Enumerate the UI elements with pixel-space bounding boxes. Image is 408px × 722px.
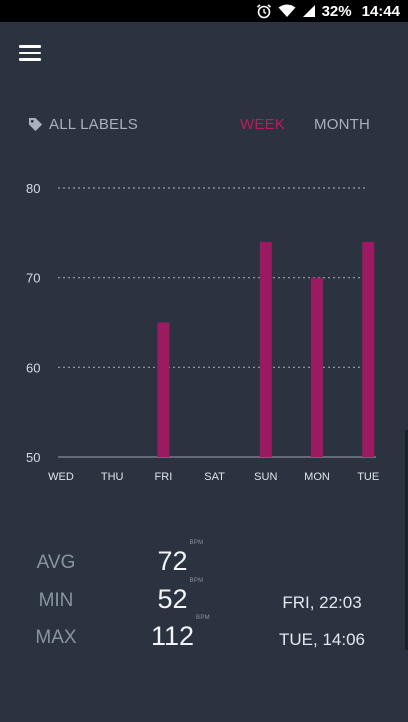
x-tick-label-tue: TUE xyxy=(357,471,379,483)
bar-tue xyxy=(362,241,375,457)
x-tick-label-sun: SUN xyxy=(254,471,277,483)
alarm-icon xyxy=(256,3,272,19)
y-tick-label-80: 80 xyxy=(26,181,40,196)
stat-avg-unit: BPM xyxy=(189,540,204,546)
bar-sun xyxy=(259,241,272,457)
x-tick-label-thu: THU xyxy=(101,471,124,483)
x-tick-label-fri: FRI xyxy=(155,471,173,483)
stat-max-date: TUE, 14:06 xyxy=(279,630,365,649)
stat-max-number: 112 xyxy=(150,621,195,651)
signal-icon xyxy=(302,4,316,18)
y-tick-label-60: 60 xyxy=(26,360,40,375)
scroll-edge xyxy=(405,430,408,650)
y-tick-label-50: 50 xyxy=(26,450,40,465)
heart-rate-bar-chart: 50 60 70 80 WED THU FRI SAT SUN MON TUE xyxy=(26,181,379,483)
stat-max-unit: BPM xyxy=(196,615,210,621)
stat-avg-value: 72 BPM xyxy=(110,540,235,577)
tag-icon xyxy=(28,117,43,132)
bar-fri xyxy=(157,322,170,457)
stat-row-max: MAX 112 BPM TUE, 14:06 xyxy=(0,615,408,657)
wifi-icon xyxy=(278,4,296,18)
stat-max-label: MAX xyxy=(35,627,77,648)
stat-min-date: FRI, 22:03 xyxy=(282,593,362,612)
hamburger-menu-icon[interactable] xyxy=(19,45,41,61)
x-tick-label-wed: WED xyxy=(48,471,74,483)
stat-min-number: 52 xyxy=(157,584,188,614)
stat-avg-label: AVG xyxy=(36,552,76,573)
range-month-tab[interactable]: MONTH xyxy=(314,116,370,133)
stat-row-avg: AVG 72 BPM xyxy=(0,540,408,582)
battery-percent: 32% xyxy=(321,2,352,20)
stat-min-value: 52 BPM xyxy=(110,578,235,615)
label-filter-text: ALL LABELS xyxy=(49,116,139,133)
range-week-tab[interactable]: WEEK xyxy=(240,116,285,133)
label-filter-button[interactable]: ALL LABELS xyxy=(28,116,138,133)
stat-max-value: 112 BPM xyxy=(110,615,235,652)
stat-min-unit: BPM xyxy=(189,578,204,584)
stat-avg-number: 72 xyxy=(157,546,188,576)
stat-row-min: MIN 52 BPM FRI, 22:03 xyxy=(0,578,408,620)
x-tick-label-mon: MON xyxy=(304,471,330,483)
bar-mon xyxy=(311,277,323,457)
stat-min-label: MIN xyxy=(38,590,74,611)
clock: 14:44 xyxy=(361,2,400,20)
y-tick-label-70: 70 xyxy=(26,271,40,286)
status-bar: 32% 14:44 xyxy=(0,0,408,22)
x-tick-label-sat: SAT xyxy=(204,471,225,483)
